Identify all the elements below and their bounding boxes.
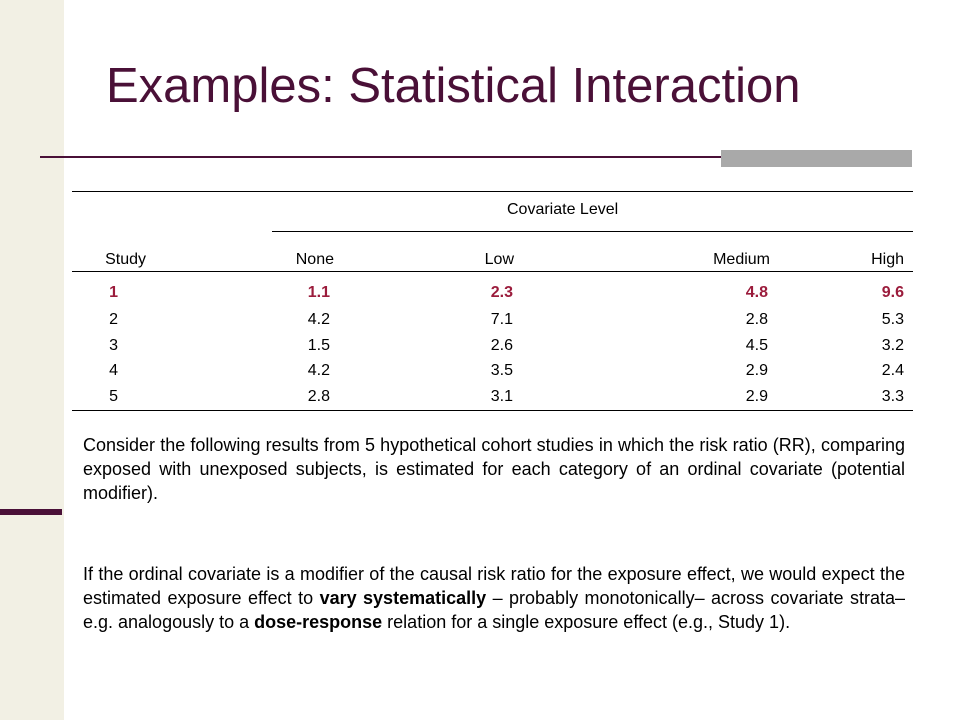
title-accent-bar (721, 150, 912, 167)
cell-medium: 4.5 (745, 337, 768, 354)
col-header-high: High (871, 251, 904, 268)
body-paragraph-1: Consider the following results from 5 hy… (83, 435, 905, 503)
slide-title: Examples: Statistical Interaction (106, 59, 801, 113)
cell-low: 3.5 (490, 362, 513, 379)
cell-study: 1 (109, 284, 118, 301)
cell-study: 5 (109, 388, 118, 405)
cell-high: 9.6 (881, 284, 904, 301)
header-rule (72, 271, 913, 272)
para2-text-1: If the ordinal covariate is a modifier o… (83, 564, 905, 608)
cell-medium: 2.9 (745, 388, 768, 405)
side-accent-bar (0, 509, 62, 515)
cell-study: 3 (109, 337, 118, 354)
cell-low: 2.3 (490, 284, 513, 301)
cell-high: 3.2 (881, 337, 904, 354)
cell-none: 4.2 (307, 362, 330, 379)
cell-low: 2.6 (490, 337, 513, 354)
covariate-level-header: Covariate Level (507, 201, 619, 218)
cell-low: 7.1 (490, 311, 513, 328)
para2-text-3: relation for a single exposure effect (e… (382, 612, 791, 632)
cell-none: 1.5 (307, 337, 330, 354)
cell-high: 2.4 (881, 362, 904, 379)
para2-emphasis-dose-response: dose-response (254, 612, 383, 632)
cell-medium: 2.8 (745, 311, 768, 328)
col-header-study: Study (105, 251, 146, 268)
cell-none: 2.8 (307, 388, 330, 405)
col-header-medium: Medium (713, 251, 770, 268)
table-top-rule (72, 191, 913, 192)
cell-high: 5.3 (881, 311, 904, 328)
col-header-low: Low (484, 251, 514, 268)
para2-emphasis-vary: vary systematically (319, 588, 487, 608)
body-paragraph-2: If the ordinal covariate is a modifier o… (83, 562, 905, 634)
table-bottom-rule (72, 410, 913, 411)
title-underline (40, 156, 912, 158)
side-panel (0, 0, 64, 720)
cell-study: 2 (109, 311, 118, 328)
col-header-none: None (295, 251, 334, 268)
cell-study: 4 (109, 362, 118, 379)
cell-medium: 2.9 (745, 362, 768, 379)
cell-medium: 4.8 (745, 284, 768, 301)
para2-text-2: – probably monotonically– across covaria… (83, 588, 905, 632)
cell-high: 3.3 (881, 388, 904, 405)
cell-none: 4.2 (307, 311, 330, 328)
cell-low: 3.1 (490, 388, 513, 405)
cell-none: 1.1 (307, 284, 330, 301)
group-header-rule (272, 231, 913, 232)
